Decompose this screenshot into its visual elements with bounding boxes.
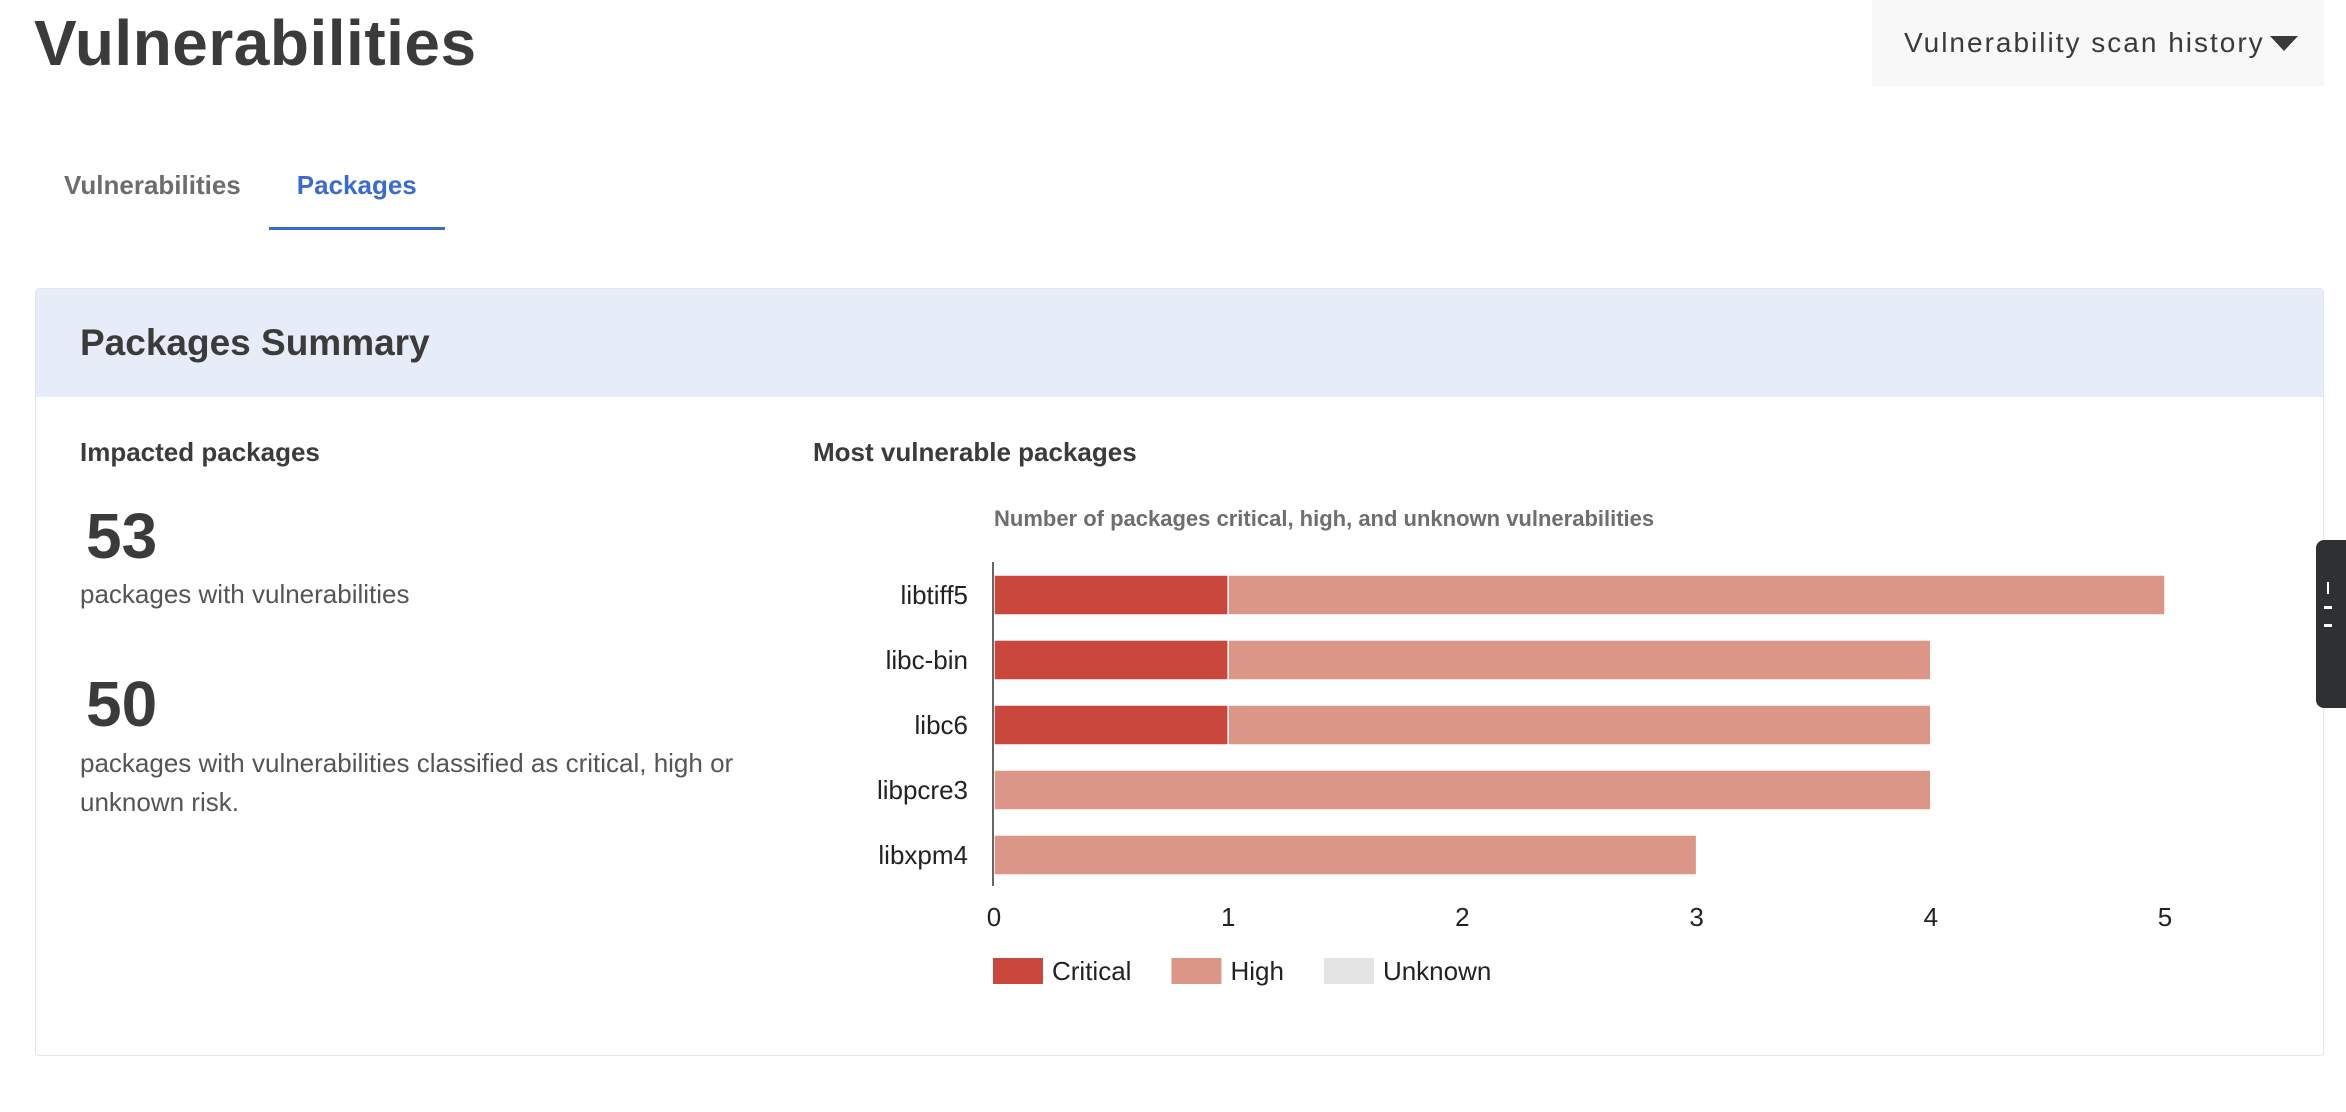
total-description: packages with vulnerabilities	[80, 579, 410, 609]
y-tick-label: libc6	[915, 710, 968, 740]
chart-title: Number of packages critical, high, and u…	[994, 506, 1655, 531]
bar-libtiff5-high[interactable]	[1227, 574, 2166, 616]
bar-libc6-critical[interactable]	[993, 704, 1229, 746]
bar-libpcre3-high[interactable]	[993, 769, 1932, 811]
feedback-side-tab[interactable]	[2316, 540, 2346, 708]
total-count: 53	[86, 500, 158, 572]
x-tick-label: 5	[2158, 902, 2172, 932]
legend-swatch-high[interactable]	[1171, 958, 1222, 984]
legend-swatch-unknown[interactable]	[1323, 958, 1374, 984]
bar-libtiff5-critical[interactable]	[993, 574, 1229, 616]
x-tick-label: 2	[1455, 902, 1469, 932]
tab-packages[interactable]: Packages	[268, 150, 445, 230]
x-tick-label: 4	[1924, 902, 1938, 932]
y-tick-label: libtiff5	[901, 580, 968, 610]
y-tick-label: libpcre3	[877, 775, 968, 805]
legend-label-critical[interactable]: Critical	[1052, 956, 1131, 986]
tab-bar: Vulnerabilities Packages	[36, 150, 445, 230]
tab-vulnerabilities[interactable]: Vulnerabilities	[64, 170, 241, 200]
most-vulnerable-label: Most vulnerable packages	[813, 437, 1137, 467]
x-tick-label: 0	[987, 902, 1001, 932]
risk-description: packages with vulnerabilities classified…	[80, 748, 734, 817]
risk-count: 50	[86, 668, 158, 740]
page-title: Vulnerabilities	[34, 7, 477, 79]
bar-libc6-high[interactable]	[1227, 704, 1932, 746]
card-header: Packages Summary	[36, 289, 2323, 397]
packages-summary-card: Packages Summary Impacted packages 53 pa…	[35, 288, 2324, 1056]
card-title: Packages Summary	[80, 322, 430, 363]
x-tick-label: 3	[1689, 902, 1703, 932]
x-tick-label: 1	[1221, 902, 1235, 932]
y-tick-label: libc-bin	[886, 645, 968, 675]
caret-down-icon	[2270, 36, 2298, 51]
bar-libxpm4-high[interactable]	[993, 834, 1698, 876]
y-tick-label: libxpm4	[878, 840, 968, 870]
impacted-packages-label: Impacted packages	[80, 437, 320, 467]
scan-history-dropdown[interactable]: Vulnerability scan history	[1872, 0, 2324, 86]
legend-label-high[interactable]: High	[1230, 956, 1283, 986]
scan-history-label: Vulnerability scan history	[1904, 27, 2265, 58]
legend-label-unknown[interactable]: Unknown	[1383, 956, 1491, 986]
bar-libc-bin-critical[interactable]	[993, 639, 1229, 681]
bar-libc-bin-high[interactable]	[1227, 639, 1932, 681]
legend-swatch-critical[interactable]	[993, 958, 1043, 984]
